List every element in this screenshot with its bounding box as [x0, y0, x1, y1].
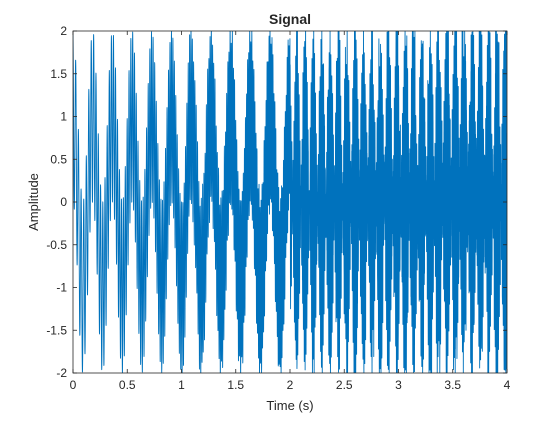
x-tick-label: 1.5 [227, 378, 244, 392]
y-tick-label: -2 [56, 366, 67, 380]
y-tick-label: -1 [56, 281, 67, 295]
y-tick-label: 1.5 [50, 67, 67, 81]
y-tick-label: -0.5 [46, 238, 67, 252]
x-tick-label: 4 [504, 378, 511, 392]
y-tick-label: -1.5 [46, 323, 67, 337]
x-tick-label: 0.5 [119, 378, 136, 392]
x-tick-label: 0 [70, 378, 77, 392]
x-tick-label: 2.5 [336, 378, 353, 392]
x-tick-label: 1 [178, 378, 185, 392]
y-tick-label: 2 [60, 24, 67, 38]
chart-title: Signal [269, 11, 311, 27]
x-tick-label: 3 [395, 378, 402, 392]
y-tick-label: 1 [60, 110, 67, 124]
signal-line [73, 31, 507, 373]
axes-layer: 0 0.5 1 1.5 2 2.5 3 3.5 4 -2 -1.5 -1 -0.5 0 0.5 1 1.5 2 [46, 24, 510, 392]
x-axis-label: Time (s) [266, 398, 313, 413]
x-tick-label: 2 [287, 378, 294, 392]
y-axis-label: Amplitude [26, 173, 41, 231]
series-layer [73, 31, 507, 373]
y-tick-label: 0 [60, 195, 67, 209]
y-tick-label: 0.5 [50, 152, 67, 166]
x-tick-label: 3.5 [444, 378, 461, 392]
